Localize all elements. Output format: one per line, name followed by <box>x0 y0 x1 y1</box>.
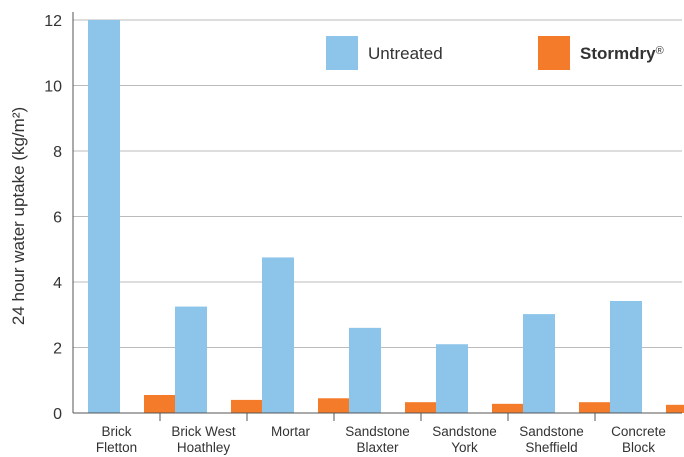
legend-swatch-stormdry <box>538 36 570 70</box>
bar-stormdry-6 <box>579 402 611 413</box>
legend-label-untreated: Untreated <box>368 44 443 63</box>
y-tick-label: 4 <box>53 275 62 292</box>
bar-stormdry-3 <box>318 398 350 413</box>
legend: Untreated Stormdry® <box>326 36 664 70</box>
legend-label-stormdry: Stormdry® <box>580 44 664 63</box>
bar-stormdry-2 <box>231 399 263 413</box>
y-axis-label: 24 hour water uptake (kg/m²) <box>9 107 28 325</box>
bar-stormdry-1 <box>144 394 176 413</box>
x-tick-label: Brick West Hoathley <box>171 424 236 455</box>
x-tick-label: Sandstone York <box>432 424 497 455</box>
y-tick-label: 6 <box>53 210 62 227</box>
x-tick-label: Sandstone Blaxter <box>345 424 410 455</box>
bar-untreated-7 <box>610 300 642 413</box>
bar-untreated-4 <box>349 327 381 413</box>
x-tick-label: Concrete Block <box>611 424 666 455</box>
y-tick-label: 2 <box>53 341 62 358</box>
bar-untreated-6 <box>523 314 555 413</box>
bar-untreated-2 <box>175 306 207 413</box>
bar-stormdry-4 <box>405 402 437 413</box>
bar-untreated-5 <box>436 344 468 413</box>
y-tick-label: 12 <box>44 13 62 30</box>
x-tick-label: Brick Fletton <box>96 424 137 455</box>
gridlines <box>73 19 682 348</box>
legend-swatch-untreated <box>326 36 358 70</box>
bar-untreated-3 <box>262 257 294 413</box>
x-axis: Brick Fletton Brick West Hoathley Mortar Sand… <box>73 412 682 455</box>
x-tick-label: Sandstone Sheffield <box>519 424 584 455</box>
x-tick-label: Mortar <box>271 424 311 439</box>
bar-stormdry-7 <box>666 404 684 413</box>
y-tick-label: 0 <box>53 406 62 423</box>
bar-stormdry-5 <box>492 403 524 413</box>
y-tick-label: 10 <box>44 79 62 96</box>
bar-untreated-1 <box>88 20 120 413</box>
legend-label-stormdry-mark: ® <box>656 45 664 57</box>
y-tick-label: 8 <box>53 144 62 161</box>
legend-label-stormdry-name: Stormdry <box>580 44 656 63</box>
bars <box>88 20 684 413</box>
y-axis: 0 2 4 6 8 10 12 <box>44 12 74 423</box>
